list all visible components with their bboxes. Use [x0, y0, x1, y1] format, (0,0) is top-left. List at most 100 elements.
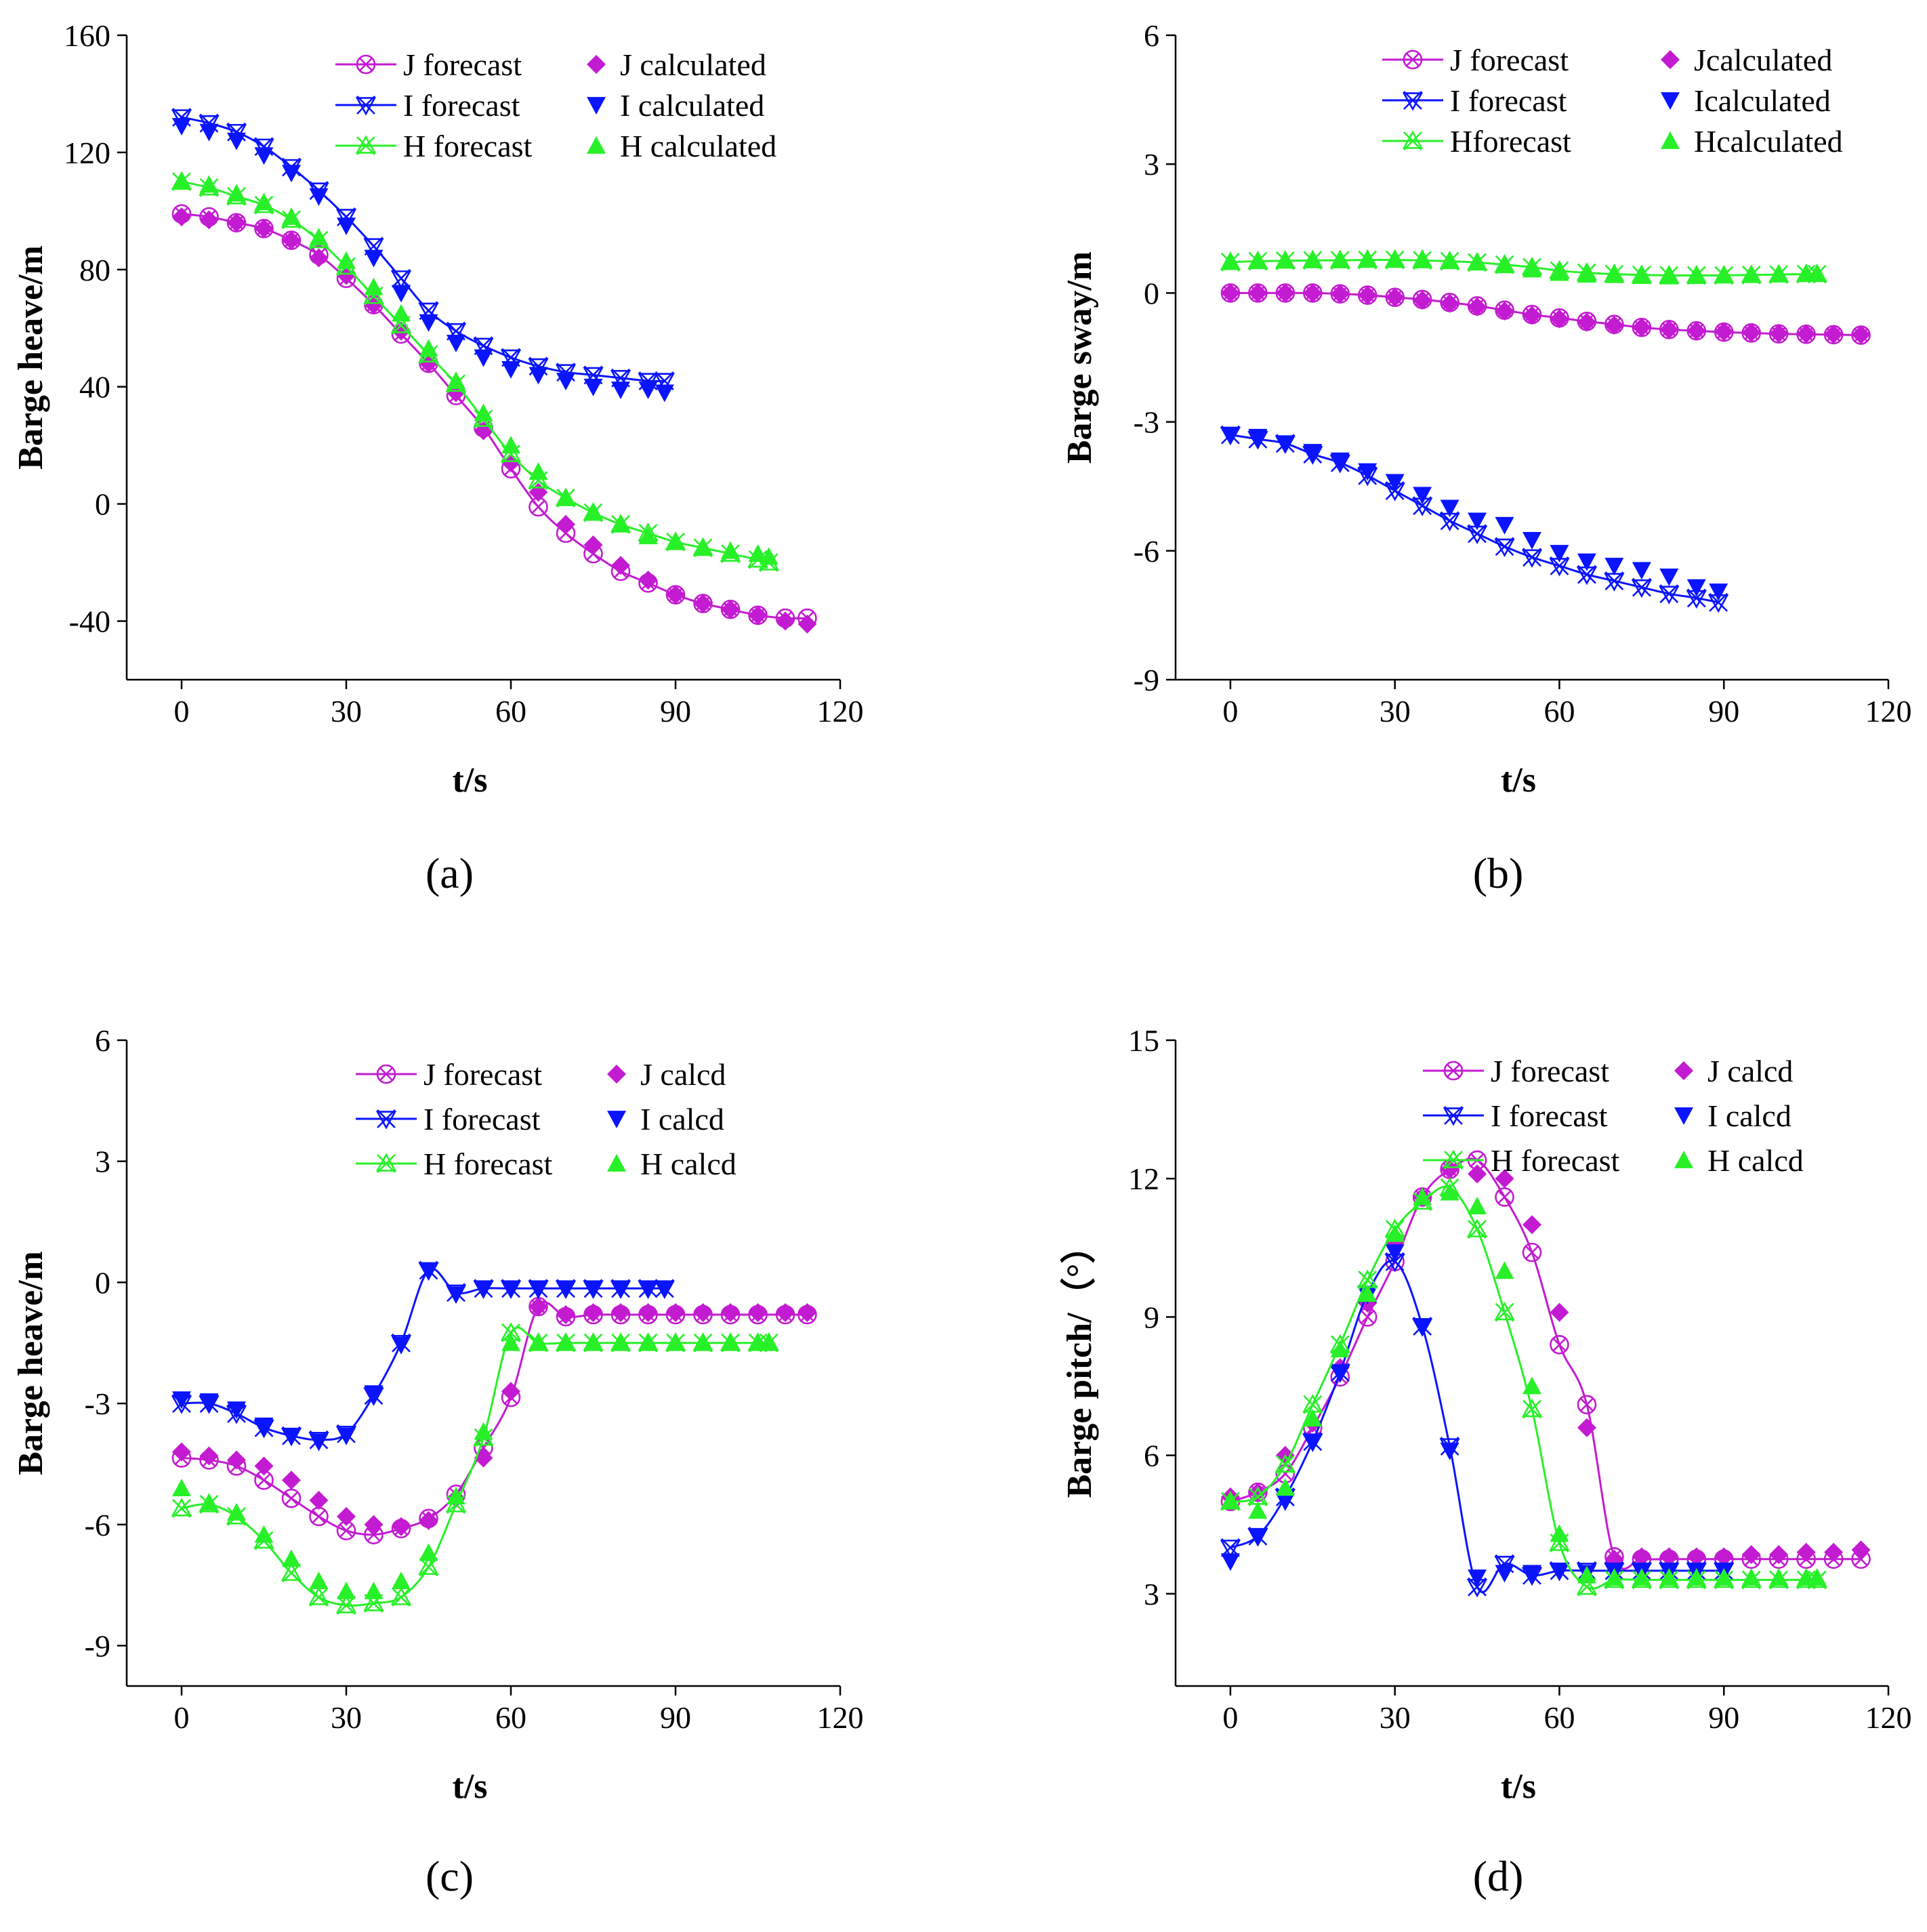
data-point [693, 1303, 713, 1323]
chart-panel-a: 0 30 60 90 120 -40 0 40 80 120 160 t/s Barge heave/m… [12, 18, 864, 897]
data-point [364, 1525, 384, 1544]
data-point [693, 538, 713, 556]
y-tick-label: 0 [95, 487, 110, 522]
data-point [199, 1446, 219, 1466]
legend-marker [607, 1154, 626, 1172]
data-point [1550, 545, 1569, 562]
data-point [1550, 263, 1569, 281]
data-point [1248, 251, 1268, 269]
legend-marker [355, 96, 377, 116]
data-point [1659, 584, 1680, 604]
data-point [1741, 1544, 1761, 1564]
data-point [1686, 321, 1706, 341]
legend-label: I calculated [620, 88, 764, 123]
data-point [583, 378, 603, 396]
data-point [1413, 249, 1432, 267]
data-point [1769, 323, 1789, 343]
data-point [1358, 285, 1377, 305]
data-point [171, 1498, 192, 1518]
y-axis-title: Barge sway/m [1060, 251, 1099, 464]
x-tick-label: 0 [174, 694, 190, 728]
data-point [1522, 306, 1541, 325]
data-point [1466, 1218, 1488, 1239]
legend-label: H forecast [403, 129, 533, 163]
data-point [281, 1488, 302, 1508]
data-point [1468, 297, 1487, 316]
legend-marker [1443, 1061, 1464, 1081]
data-point [1303, 1433, 1323, 1452]
data-point [556, 1280, 575, 1298]
data-point [199, 123, 219, 142]
x-tick-label: 120 [817, 1700, 864, 1735]
data-point [693, 1333, 713, 1351]
legend-marker [1402, 91, 1424, 111]
data-point [1604, 558, 1624, 575]
data-point [1330, 1340, 1350, 1357]
data-point [1550, 309, 1569, 329]
data-point [364, 249, 384, 268]
data-point [1495, 516, 1514, 535]
legend-marker [1443, 1149, 1464, 1170]
y-tick-label: 160 [64, 18, 110, 53]
data-point [1686, 266, 1706, 284]
data-point [638, 1280, 658, 1298]
data-point [1495, 1261, 1514, 1279]
series-J-forecast [171, 204, 817, 628]
panel-label: (c) [426, 1852, 474, 1900]
data-point [1330, 249, 1350, 268]
data-point [172, 172, 191, 190]
data-point [390, 1586, 412, 1607]
data-point [1577, 1418, 1596, 1437]
data-point [474, 349, 493, 367]
x-axis-title: t/s [453, 761, 488, 800]
data-point [419, 314, 438, 332]
data-point [1413, 1318, 1432, 1336]
data-point [1824, 325, 1844, 344]
y-axis-title: Barge heave/m [12, 245, 50, 470]
series-H-calculated [1220, 1183, 1827, 1586]
data-point [282, 230, 301, 250]
data-point [419, 1543, 438, 1561]
legend-marker [1674, 1151, 1693, 1168]
data-point [1604, 1568, 1624, 1586]
y-tick-label: 3 [1144, 147, 1159, 182]
data-point [1495, 1169, 1514, 1189]
x-tick-label: 0 [1222, 1700, 1238, 1735]
legend-label: I forecast [1450, 83, 1567, 118]
x-axis-title: t/s [1501, 761, 1536, 800]
y-tick-label: 0 [95, 1265, 110, 1300]
data-point [1604, 315, 1624, 335]
data-point [309, 228, 329, 246]
data-point [309, 1433, 329, 1452]
data-point [1659, 266, 1679, 285]
data-point [759, 547, 779, 565]
series-line [1230, 1185, 1817, 1590]
data-point [1550, 1524, 1569, 1542]
data-point [1631, 577, 1653, 598]
data-point [1275, 1493, 1295, 1511]
data-point [1413, 487, 1432, 505]
legend-label: Hcalculated [1694, 124, 1843, 159]
data-point [1468, 252, 1487, 270]
data-point [254, 1456, 274, 1476]
data-point [1440, 499, 1459, 518]
data-point [1709, 583, 1728, 602]
series-I-calculated [172, 1262, 674, 1452]
data-point [666, 1303, 685, 1323]
data-point [227, 184, 246, 202]
data-point [1468, 1569, 1487, 1588]
series-line [1230, 291, 1861, 337]
data-point [172, 118, 191, 136]
legend-marker [1402, 130, 1424, 150]
x-tick-label: 30 [1380, 694, 1411, 728]
legend-marker [375, 1153, 397, 1173]
data-point [447, 1487, 465, 1504]
data-point [1769, 1544, 1789, 1564]
data-point [1550, 1562, 1569, 1580]
legend-marker [587, 136, 606, 154]
data-point [1495, 1565, 1514, 1583]
data-point [721, 541, 740, 559]
data-point [1248, 428, 1268, 447]
data-point [281, 1562, 302, 1583]
